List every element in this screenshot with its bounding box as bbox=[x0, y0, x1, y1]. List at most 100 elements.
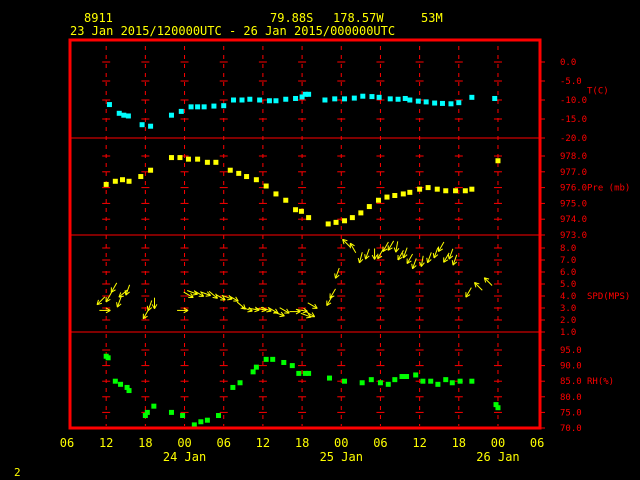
pressure-point bbox=[112, 178, 118, 184]
wind-arrow-head bbox=[117, 303, 122, 308]
rh-point bbox=[237, 380, 243, 386]
pressure-point bbox=[425, 185, 431, 191]
wind-arrow-shaft bbox=[208, 290, 218, 299]
rh-point bbox=[230, 384, 236, 390]
pressure-point bbox=[204, 159, 210, 165]
wind-arrow bbox=[151, 297, 158, 309]
x-date-label: 24 Jan bbox=[163, 450, 206, 464]
wind-arrow-head bbox=[266, 310, 272, 313]
wind-arrow-shaft bbox=[215, 294, 226, 301]
pressure-series bbox=[103, 155, 501, 227]
rh-point bbox=[385, 381, 391, 387]
station-elevation: 53M bbox=[421, 11, 443, 25]
x-tick-label: 00 bbox=[491, 436, 505, 450]
wind-arrow bbox=[474, 282, 483, 291]
pressure-point bbox=[495, 158, 501, 164]
wind-arrow-shaft bbox=[193, 290, 204, 297]
wind-arrow-head bbox=[311, 312, 316, 318]
rh-point bbox=[469, 378, 475, 384]
rh-point bbox=[359, 380, 365, 386]
rh-point bbox=[126, 388, 132, 394]
wind-arrow-head bbox=[374, 254, 378, 260]
rh-point bbox=[495, 405, 501, 411]
station-longitude: 178.57W bbox=[333, 11, 384, 25]
y-tick-label: 70.0 bbox=[560, 424, 582, 434]
wind-arrow bbox=[215, 294, 226, 301]
wind-arrow-head bbox=[235, 296, 239, 302]
wind-arrow-head bbox=[222, 295, 226, 301]
wind-arrow-head bbox=[465, 294, 471, 298]
wind-arrow bbox=[387, 240, 395, 251]
temp-point bbox=[273, 98, 279, 104]
pressure-point bbox=[469, 186, 475, 192]
y-tick-label: 90.0 bbox=[560, 362, 582, 372]
temp-point bbox=[407, 97, 413, 103]
y-tick-label: 978.0 bbox=[560, 152, 587, 162]
wind-arrow bbox=[451, 254, 458, 266]
rh-point bbox=[151, 403, 157, 409]
wind-arrow bbox=[116, 296, 122, 308]
rh-point bbox=[215, 413, 221, 419]
temp-point bbox=[231, 97, 237, 103]
temp-point bbox=[221, 103, 227, 109]
wind-arrow bbox=[377, 248, 384, 260]
wind-arrow-shaft bbox=[260, 306, 272, 312]
pressure-point bbox=[400, 191, 406, 197]
temp-point bbox=[283, 96, 289, 102]
wind-arrow-head bbox=[146, 305, 149, 311]
x-tick-label: 06 bbox=[216, 436, 230, 450]
rh-point bbox=[144, 409, 150, 415]
wind-arrow-head bbox=[314, 303, 318, 309]
rh-point bbox=[443, 377, 449, 383]
x-date-label: 26 Jan bbox=[476, 450, 519, 464]
rh-point bbox=[191, 422, 197, 428]
plot-frame bbox=[68, 38, 542, 430]
wind-arrow bbox=[432, 247, 439, 259]
wind-arrow-head bbox=[412, 265, 417, 270]
station-id: 8911 bbox=[84, 11, 113, 25]
y-axes: 0.0 -5.0 -10.0 -15.0 -20.0 T(C) 978.0 977.0 976.… bbox=[540, 58, 630, 434]
wind-arrow bbox=[99, 307, 111, 314]
wind-arrow-head bbox=[118, 292, 122, 298]
wind-arrow bbox=[342, 238, 351, 248]
x-tick-label: 06 bbox=[373, 436, 387, 450]
wind-arrow-head bbox=[279, 315, 285, 318]
rh-point bbox=[112, 378, 118, 384]
temp-series bbox=[106, 91, 498, 129]
rh-point bbox=[198, 419, 204, 425]
wind-arrow bbox=[241, 306, 253, 313]
rh-point bbox=[263, 356, 269, 362]
rh-point bbox=[270, 356, 276, 362]
rh-point bbox=[204, 417, 210, 423]
wind-arrow bbox=[228, 295, 239, 302]
rh-point bbox=[253, 364, 259, 370]
pressure-point bbox=[306, 215, 312, 221]
wind-arrow-head bbox=[382, 248, 388, 252]
wind-arrow-shaft bbox=[437, 241, 445, 252]
pressure-point bbox=[185, 156, 191, 162]
wind-arrow-head bbox=[365, 255, 370, 260]
x-tick-label: 06 bbox=[60, 436, 74, 450]
wind-arrow-shaft bbox=[118, 289, 128, 298]
wind-arrow-head bbox=[105, 298, 111, 303]
wind-arrow-head bbox=[254, 309, 260, 313]
y-tick-label: 5.0 bbox=[560, 280, 576, 290]
wind-arrow-head bbox=[359, 258, 364, 264]
wind-arrow-shaft bbox=[365, 248, 370, 260]
y-tick-label: 974.0 bbox=[560, 215, 587, 225]
wind-arrow bbox=[177, 307, 189, 314]
pressure-point bbox=[283, 197, 289, 203]
y-tick-label: -20.0 bbox=[560, 134, 587, 144]
temp-point bbox=[139, 122, 145, 128]
wind-arrow-head bbox=[240, 307, 246, 310]
y-tick-label: 80.0 bbox=[560, 393, 582, 403]
pressure-point bbox=[273, 191, 279, 197]
pressure-point bbox=[333, 219, 339, 225]
wind-arrow-shaft bbox=[200, 291, 211, 296]
wind-arrow-head bbox=[484, 277, 490, 280]
pressure-point bbox=[375, 197, 381, 203]
wind-arrow-head bbox=[306, 316, 312, 319]
temp-point bbox=[106, 102, 112, 108]
y-tick-label: 8.0 bbox=[560, 244, 576, 254]
